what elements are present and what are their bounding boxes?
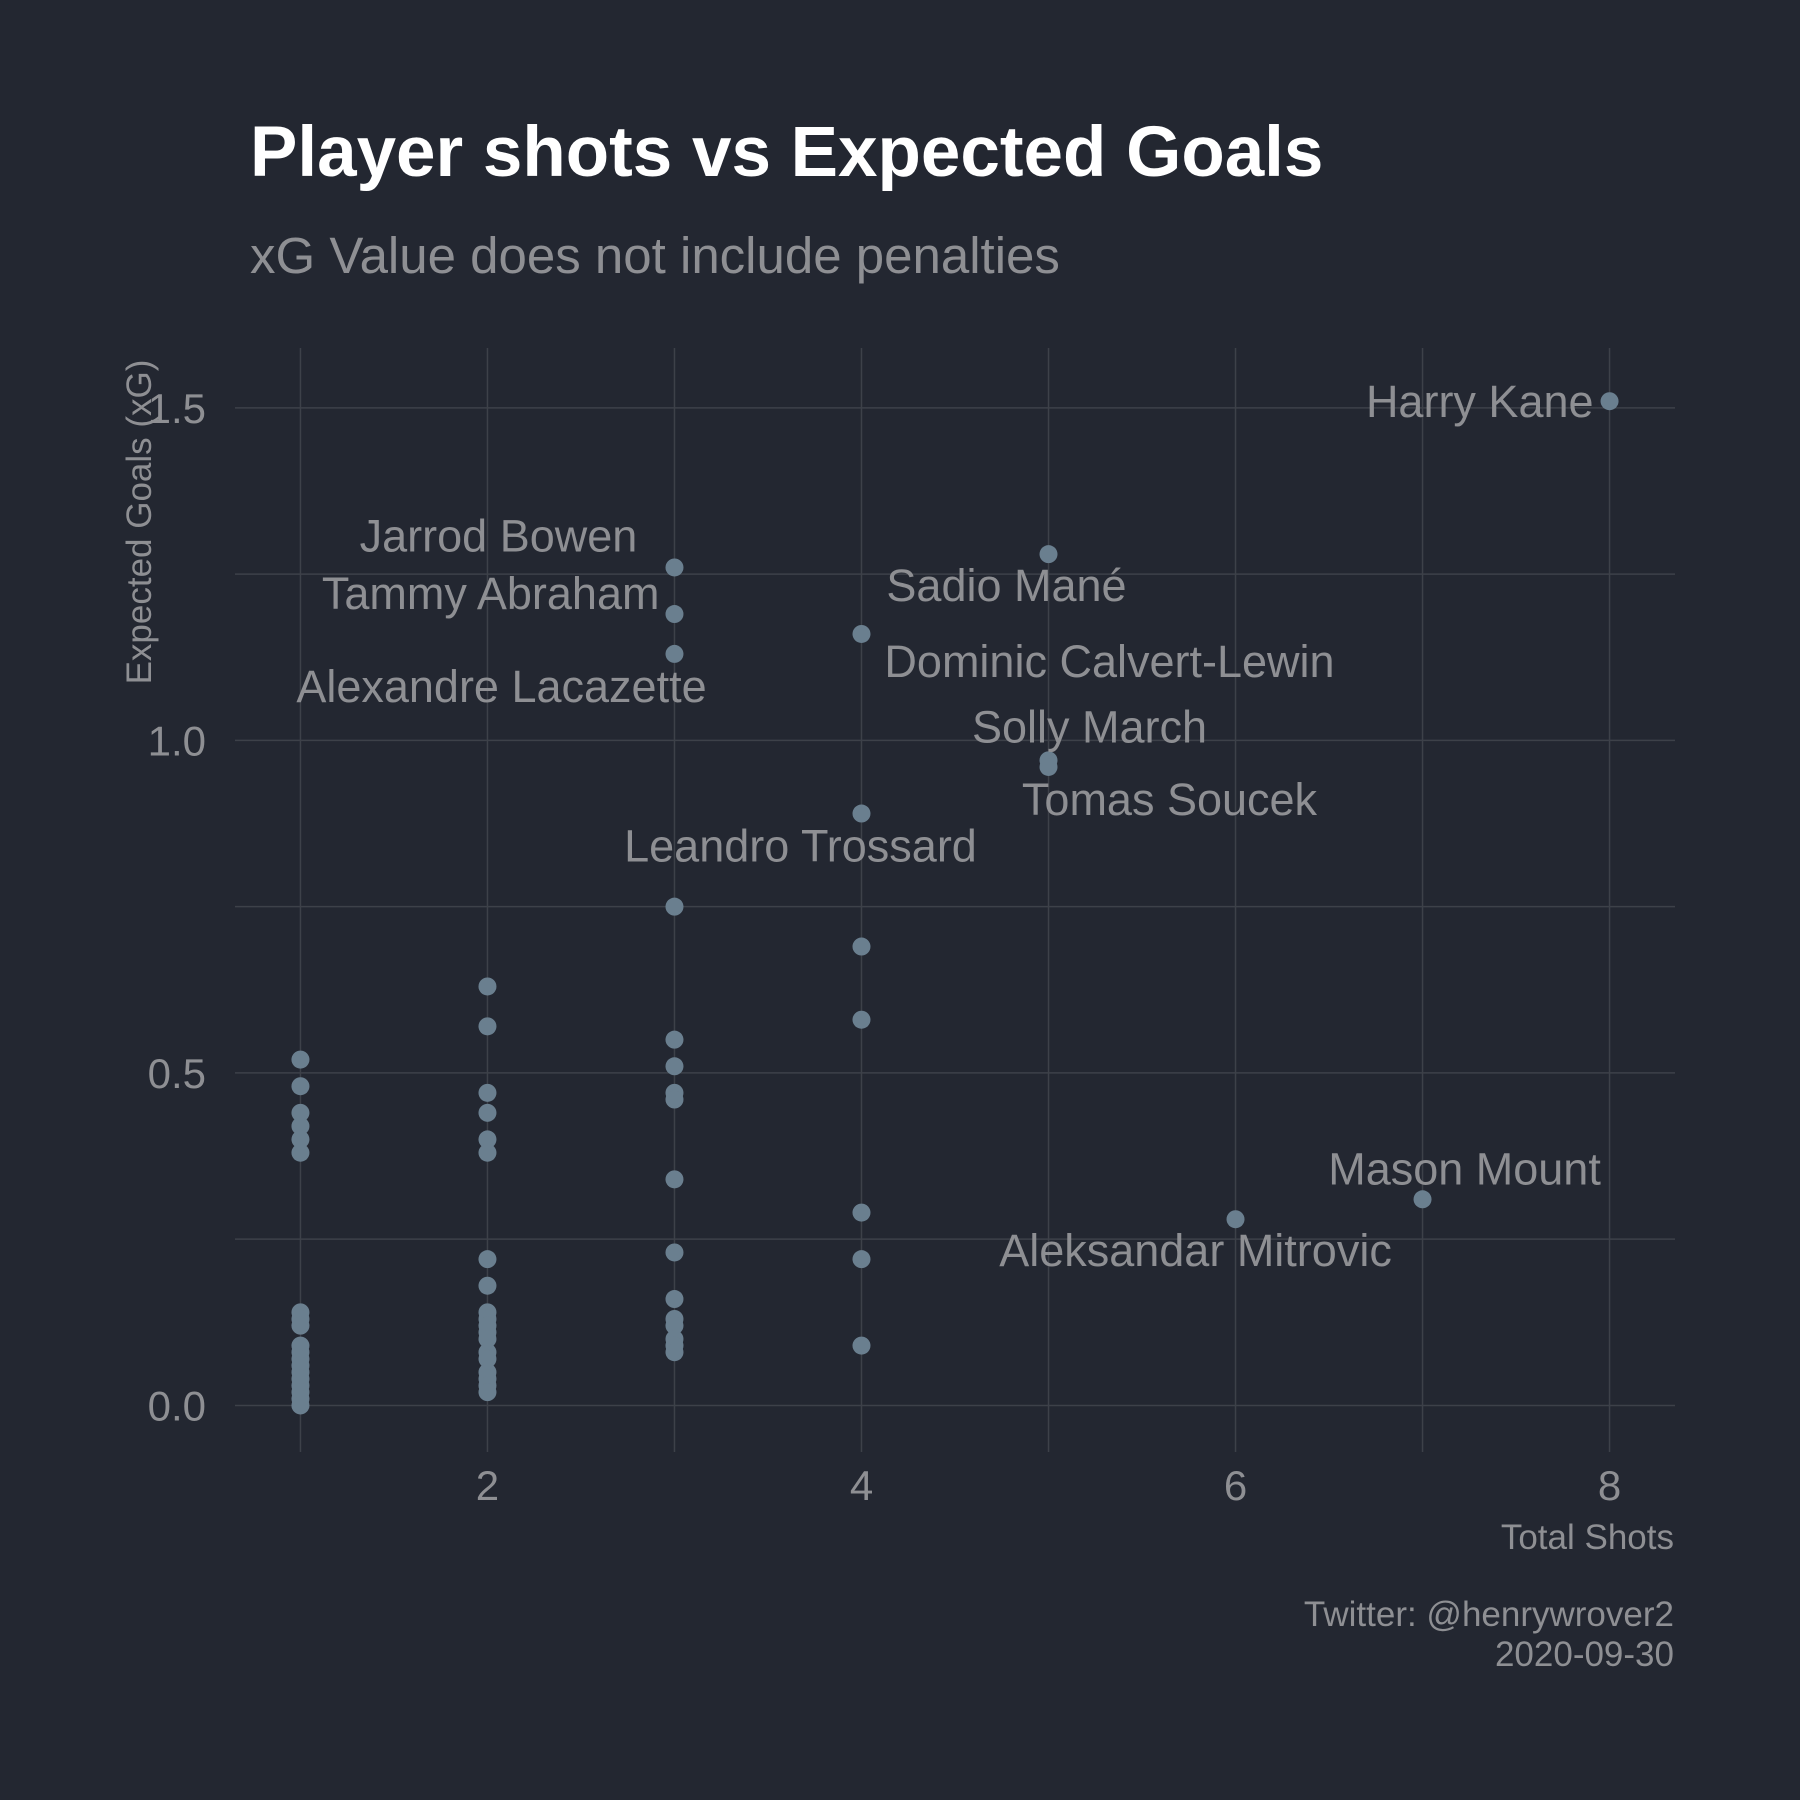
y-tick-label: 1.0: [148, 717, 206, 764]
data-point: [665, 1030, 684, 1049]
point-label: Dominic Calvert-Lewin: [884, 636, 1334, 687]
data-point: [1039, 545, 1058, 564]
data-point: [1413, 1190, 1432, 1209]
point-label: Jarrod Bowen: [360, 510, 638, 561]
data-point: [478, 1276, 497, 1295]
data-point: [665, 558, 684, 577]
data-point: [478, 1103, 497, 1122]
y-axis-title: Expected Goals (xG): [120, 360, 159, 685]
data-point: [478, 977, 497, 996]
y-tick-label: 0.0: [148, 1382, 206, 1429]
y-tick-label: 1.5: [148, 385, 206, 432]
point-label: Aleksandar Mitrovic: [999, 1225, 1392, 1276]
data-point: [852, 1250, 871, 1269]
data-point: [665, 1090, 684, 1109]
data-point: [665, 605, 684, 624]
point-label: Mason Mount: [1328, 1143, 1601, 1194]
data-point: [1226, 1210, 1245, 1229]
point-labels: Jarrod Bowen Tammy Abraham Alexandre Lacaz…: [296, 376, 1601, 1276]
caption-date: 2020-09-30: [1495, 1635, 1674, 1674]
data-point: [291, 1050, 310, 1069]
data-point: [852, 804, 871, 823]
data-point: [665, 1290, 684, 1309]
data-point: [478, 1083, 497, 1102]
data-point: [665, 1057, 684, 1076]
caption-twitter: Twitter: @henrywrover2: [1304, 1595, 1674, 1634]
data-point: [478, 1130, 497, 1149]
data-point: [291, 1143, 310, 1162]
x-tick-label: 2: [476, 1462, 499, 1509]
data-point: [478, 1383, 497, 1402]
data-point: [478, 1349, 497, 1368]
tick-labels: 0.0 0.5 1.0 1.5 2 4 6 8: [148, 385, 1622, 1509]
x-tick-label: 8: [1598, 1462, 1621, 1509]
data-point: [478, 1250, 497, 1269]
x-axis-title: Total Shots: [1501, 1518, 1674, 1557]
data-points: [291, 392, 1619, 1415]
data-point: [852, 1336, 871, 1355]
data-point: [665, 1243, 684, 1262]
data-point: [291, 1316, 310, 1335]
chart-title: Player shots vs Expected Goals: [250, 113, 1323, 192]
chart-subtitle: xG Value does not include penalties: [250, 227, 1060, 284]
data-point: [1039, 757, 1058, 776]
data-point: [665, 644, 684, 663]
data-point: [665, 1343, 684, 1362]
point-label: Tammy Abraham: [322, 568, 660, 619]
data-point: [291, 1130, 310, 1149]
grid: [235, 348, 1675, 1452]
data-point: [852, 1010, 871, 1029]
data-point: [291, 1103, 310, 1122]
data-point: [291, 1396, 310, 1415]
data-point: [665, 897, 684, 916]
x-tick-label: 4: [850, 1462, 873, 1509]
point-label: Alexandre Lacazette: [296, 661, 706, 712]
point-label: Tomas Soucek: [1022, 774, 1318, 825]
point-label: Leandro Trossard: [624, 821, 977, 872]
y-tick-label: 0.5: [148, 1050, 206, 1097]
data-point: [291, 1077, 310, 1096]
data-point: [478, 1017, 497, 1036]
data-point: [665, 1170, 684, 1189]
data-point: [852, 624, 871, 643]
data-point: [291, 1117, 310, 1136]
point-label: Harry Kane: [1366, 376, 1594, 427]
data-point: [1600, 392, 1619, 411]
data-point: [478, 1143, 497, 1162]
point-label: Solly March: [972, 701, 1207, 752]
data-point: [665, 1316, 684, 1335]
data-point: [478, 1329, 497, 1348]
x-tick-label: 6: [1224, 1462, 1247, 1509]
data-point: [852, 1203, 871, 1222]
point-label: Sadio Mané: [886, 560, 1126, 611]
data-point: [852, 937, 871, 956]
